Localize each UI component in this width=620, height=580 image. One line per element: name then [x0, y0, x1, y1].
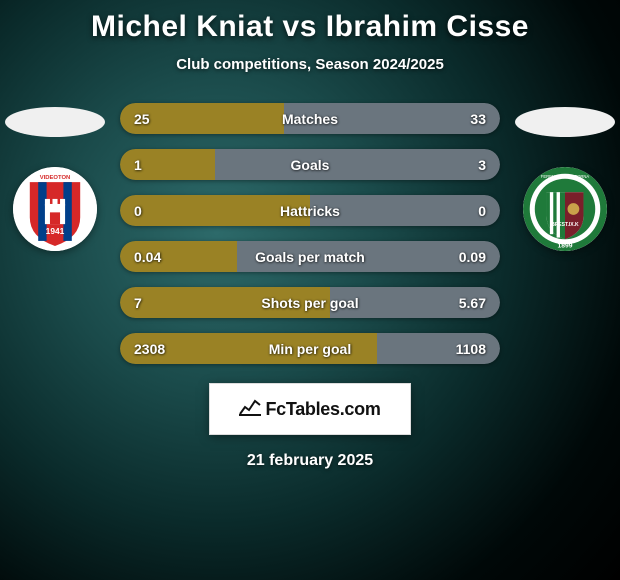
comparison-row: 1941 VIDEOTON 2533Matches 13Goals 00Hattri…	[0, 103, 620, 364]
stat-label: Shots per goal	[120, 287, 500, 318]
svg-text:VIDEOTON: VIDEOTON	[40, 175, 71, 181]
team-crest-right: FERENCVAROSI TORNA 1899 BPEST.IX.K	[523, 167, 607, 251]
chart-icon	[239, 398, 261, 421]
fctables-logo[interactable]: FcTables.com	[210, 384, 410, 434]
team-crest-left: 1941 VIDEOTON	[13, 167, 97, 251]
svg-text:FERENCVAROSI TORNA: FERENCVAROSI TORNA	[541, 174, 590, 179]
stat-label: Goals	[120, 149, 500, 180]
stat-bar: 2533Matches	[120, 103, 500, 134]
stat-bar: 00Hattricks	[120, 195, 500, 226]
right-side: FERENCVAROSI TORNA 1899 BPEST.IX.K	[510, 103, 620, 251]
stat-bar: 23081108Min per goal	[120, 333, 500, 364]
player-photo-right	[515, 107, 615, 137]
left-side: 1941 VIDEOTON	[0, 103, 110, 251]
stat-bar: 75.67Shots per goal	[120, 287, 500, 318]
stat-label: Goals per match	[120, 241, 500, 272]
videoton-crest-icon: 1941 VIDEOTON	[13, 167, 97, 251]
svg-text:1899: 1899	[558, 243, 573, 250]
stat-bar: 0.040.09Goals per match	[120, 241, 500, 272]
player-photo-left	[5, 107, 105, 137]
stat-label: Hattricks	[120, 195, 500, 226]
stat-bar: 13Goals	[120, 149, 500, 180]
subtitle: Club competitions, Season 2024/2025	[0, 56, 620, 73]
page-title: Michel Kniat vs Ibrahim Cisse	[0, 0, 620, 44]
svg-text:1941: 1941	[46, 226, 65, 236]
stat-bars: 2533Matches 13Goals 00Hattricks 0.040.09Goa…	[120, 103, 500, 364]
fctables-logo-text: FcTables.com	[265, 399, 380, 420]
svg-text:BPEST.IX.K: BPEST.IX.K	[551, 222, 579, 228]
stat-label: Matches	[120, 103, 500, 134]
date-text: 21 february 2025	[0, 452, 620, 470]
stat-label: Min per goal	[120, 333, 500, 364]
ferencvaros-crest-icon: FERENCVAROSI TORNA 1899 BPEST.IX.K	[523, 167, 607, 251]
